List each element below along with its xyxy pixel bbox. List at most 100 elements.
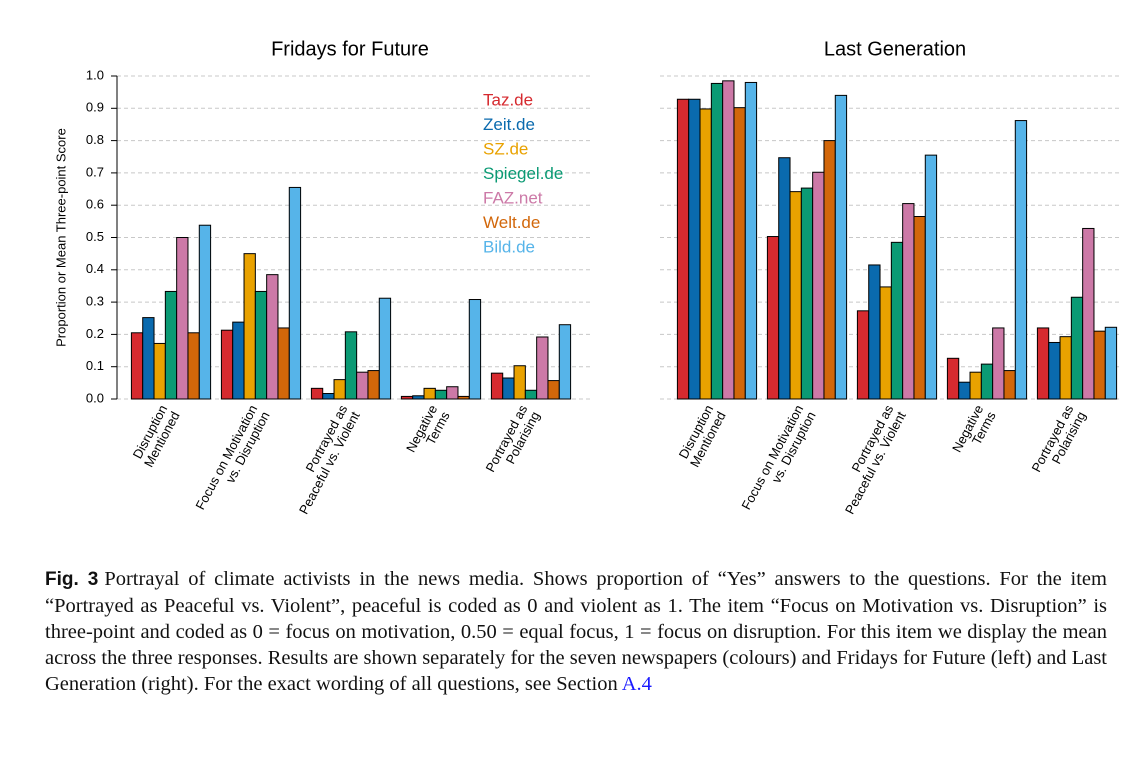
bar (958, 381, 971, 400)
bar (688, 98, 701, 400)
y-tick-label: 0.0 (86, 390, 104, 405)
bar (378, 297, 392, 400)
bar (310, 387, 324, 400)
bar (164, 290, 178, 400)
bar (992, 327, 1005, 400)
bar (130, 332, 144, 400)
bar (490, 372, 504, 400)
caption-label: Fig. 3 (45, 569, 99, 590)
bar (266, 274, 279, 400)
bar (879, 286, 892, 400)
legend-entry: Zeit.de (483, 115, 535, 134)
bar (699, 108, 712, 400)
bar (288, 186, 302, 400)
bar (800, 187, 814, 400)
bar (722, 80, 735, 400)
y-axis-title: Proportion or Mean Three-point Score (53, 128, 68, 347)
bar (254, 290, 268, 400)
bar (524, 389, 538, 400)
legend-entry: Taz.de (483, 90, 533, 109)
bar (946, 357, 960, 400)
bar (744, 81, 758, 400)
bar (890, 241, 904, 400)
figure: Fridays for Future 0.0 0.1 0.2 0.3 0.4 0.5 0.6 0… (53, 38, 1122, 517)
bar (344, 331, 358, 400)
bar (980, 363, 994, 400)
bar (176, 237, 189, 400)
y-tick-label: 0.8 (86, 132, 104, 147)
bar (142, 317, 155, 400)
bar (220, 329, 234, 400)
bar (322, 393, 335, 400)
bar (913, 216, 926, 400)
y-tick-label: 1.0 (86, 67, 104, 82)
bar (1036, 327, 1050, 400)
chart-title: Fridays for Future (271, 38, 429, 60)
bar (558, 324, 572, 400)
y-tick-label: 0.5 (86, 229, 104, 244)
bar (423, 387, 436, 400)
bar (733, 107, 746, 400)
figure-caption: Fig. 3 Portrayal of climate activists in … (45, 566, 1107, 697)
legend-entry: Bild.de (483, 237, 535, 256)
bar (198, 224, 212, 400)
bar (778, 157, 791, 400)
bar (356, 371, 369, 400)
bar (457, 395, 470, 400)
bar (823, 140, 836, 400)
bar (766, 236, 780, 400)
y-tick-label: 0.1 (86, 358, 104, 373)
bar (834, 94, 848, 400)
bar (1093, 330, 1106, 400)
y-tick-label: 0.3 (86, 294, 104, 309)
bar (969, 371, 982, 400)
bar (1070, 296, 1084, 400)
caption-text: Portrayal of climate activists in the ne… (45, 568, 1107, 695)
bar (868, 264, 881, 400)
bar (434, 389, 448, 400)
bar (1059, 336, 1072, 400)
bar (232, 321, 245, 400)
caption-link[interactable]: A.4 (621, 673, 652, 695)
y-tick-label: 0.7 (86, 164, 104, 179)
legend-entry: SZ.de (483, 139, 528, 158)
bar (710, 82, 724, 400)
bar (502, 377, 515, 400)
bar (400, 395, 414, 400)
bar (446, 386, 459, 400)
bar (812, 171, 825, 400)
legend-entry: FAZ.net (483, 188, 543, 207)
bar (153, 342, 166, 400)
bar (333, 379, 346, 400)
legend-entry: Spiegel.de (483, 164, 563, 183)
bar (676, 98, 690, 400)
bar (1003, 370, 1016, 400)
bar (1048, 341, 1061, 400)
y-tick-label: 0.2 (86, 326, 104, 341)
bar (536, 336, 549, 400)
bar (277, 327, 290, 400)
y-tick-label: 0.9 (86, 100, 104, 115)
bar (924, 154, 938, 400)
bar (1014, 120, 1028, 400)
bar (412, 395, 425, 400)
y-tick-label: 0.4 (86, 261, 104, 276)
legend-entry: Welt.de (483, 213, 540, 232)
bar (789, 191, 802, 400)
bar (243, 253, 256, 400)
bar (902, 203, 915, 400)
bar (513, 365, 526, 400)
bar (367, 370, 380, 400)
